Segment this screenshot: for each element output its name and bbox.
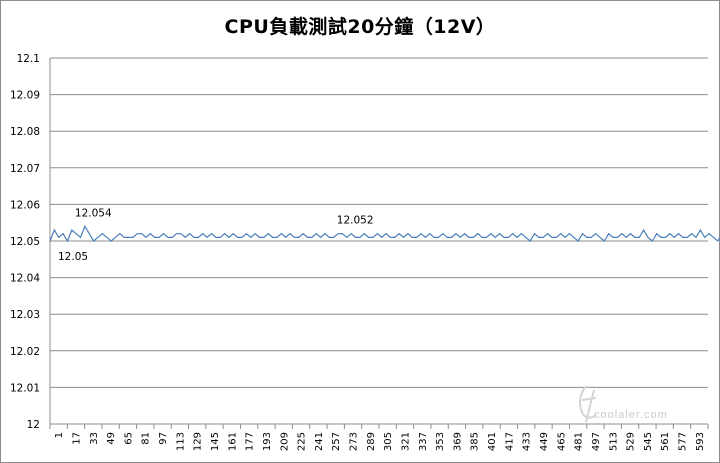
x-tick-label: 129 xyxy=(193,432,204,451)
x-tick-label: 33 xyxy=(89,432,100,445)
x-tick-label: 513 xyxy=(608,432,619,451)
x-tick-label: 113 xyxy=(175,432,186,451)
x-tick-label: 97 xyxy=(158,432,169,445)
watermark-logo xyxy=(578,385,597,423)
y-tick-label: 12.03 xyxy=(10,309,40,321)
x-tick-label: 593 xyxy=(695,432,706,451)
x-axis: 1 17 33 49 65 81 97 113 129 145 161 177 193 209 225 241… xyxy=(49,58,709,451)
x-tick-label: 225 xyxy=(297,432,308,451)
y-tick-label: 12.01 xyxy=(10,382,40,394)
x-tick-label: 449 xyxy=(539,432,550,451)
series-line-0 xyxy=(49,225,720,243)
y-tick-label: 12.05 xyxy=(10,236,40,248)
x-tick-label: 241 xyxy=(314,432,325,451)
x-tick-label: 273 xyxy=(349,432,360,451)
x-tick-label: 417 xyxy=(504,432,515,451)
x-tick-label: 385 xyxy=(470,432,481,451)
watermark-text: coolaler.com xyxy=(594,409,668,421)
x-tick-label: 465 xyxy=(556,432,567,451)
x-tick-label: 177 xyxy=(245,432,256,451)
x-tick-label: 305 xyxy=(383,432,394,451)
x-tick-label: 433 xyxy=(522,432,533,451)
y-tick-label: 12.1 xyxy=(17,53,40,65)
y-tick-label: 12.06 xyxy=(10,199,40,211)
x-tick-label: 401 xyxy=(487,432,498,451)
x-tick-label: 369 xyxy=(452,432,463,451)
x-tick-label: 561 xyxy=(660,432,671,451)
chart-title: CPU負載測試20分鐘（12V） xyxy=(224,16,496,38)
x-tick-label: 577 xyxy=(678,432,689,451)
x-tick-label: 497 xyxy=(591,432,602,451)
x-tick-label: 193 xyxy=(262,432,273,451)
x-tick-label: 161 xyxy=(227,432,238,451)
data-label: 12.05 xyxy=(58,251,88,263)
x-tick-label: 545 xyxy=(643,432,654,451)
x-tick-label: 353 xyxy=(435,432,446,451)
y-tick-label: 12.02 xyxy=(10,346,40,358)
x-tick-label: 321 xyxy=(400,432,411,451)
y-tick-label: 12.09 xyxy=(10,90,40,102)
x-tick-label: 209 xyxy=(279,432,290,451)
gridlines xyxy=(50,57,708,425)
x-tick-label: 289 xyxy=(366,432,377,451)
data-label: 12.054 xyxy=(75,207,112,219)
x-tick-label: 481 xyxy=(574,432,585,451)
data-label: 12.052 xyxy=(337,215,374,227)
x-tick-label: 49 xyxy=(106,432,117,445)
annotations: 12.054 12.05 12.052 xyxy=(58,207,374,263)
y-tick-label: 12.08 xyxy=(10,126,40,138)
y-tick-label: 12 xyxy=(27,419,40,431)
x-tick-label: 529 xyxy=(626,432,637,451)
x-tick-label: 81 xyxy=(141,432,152,445)
x-tick-label: 257 xyxy=(331,432,342,451)
x-tick-label: 337 xyxy=(418,432,429,451)
x-tick-label: 17 xyxy=(71,432,82,445)
y-tick-label: 12.07 xyxy=(10,163,40,175)
x-tick-label: 145 xyxy=(210,432,221,451)
x-tick-label: 65 xyxy=(123,432,134,445)
y-axis-ticks: 12 12.01 12.02 12.03 12.04 12.05 12.06 12.07 12.… xyxy=(10,53,40,431)
y-tick-label: 12.04 xyxy=(10,273,40,285)
series-layer xyxy=(49,225,720,243)
x-tick-label: 1 xyxy=(54,432,65,438)
